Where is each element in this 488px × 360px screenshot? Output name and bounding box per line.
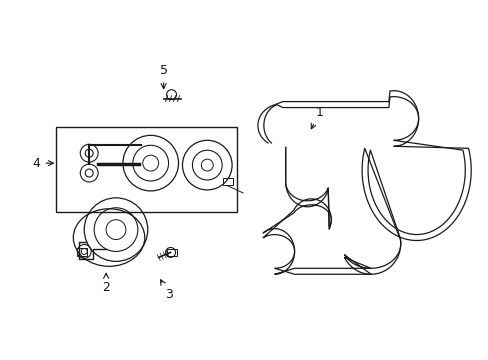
Bar — [56, 127, 237, 212]
Text: 3: 3 — [160, 280, 172, 301]
Bar — [223, 178, 233, 185]
Text: 5: 5 — [159, 64, 167, 89]
Bar — [166, 249, 176, 256]
Text: 4: 4 — [33, 157, 53, 170]
Text: 2: 2 — [102, 273, 110, 294]
Text: 1: 1 — [311, 106, 323, 129]
Bar — [77, 248, 87, 256]
